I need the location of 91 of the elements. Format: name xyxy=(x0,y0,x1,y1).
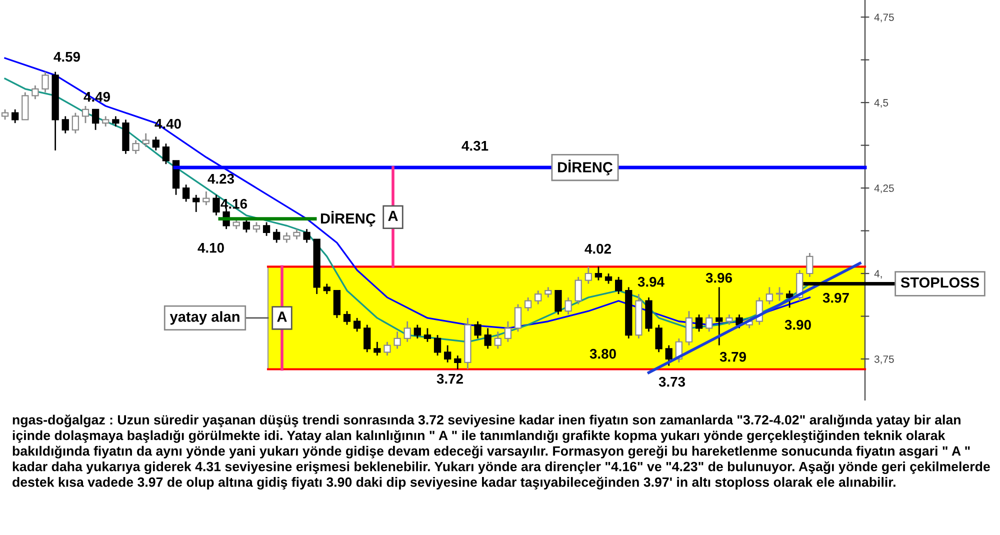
annotation: 3.80 xyxy=(590,348,616,359)
candlestick xyxy=(655,324,662,353)
ref-line-label: DİRENÇ xyxy=(320,211,376,227)
candlestick xyxy=(242,218,250,234)
candlestick xyxy=(414,324,421,340)
candlestick xyxy=(152,136,160,152)
candlestick xyxy=(665,344,672,367)
candlestick xyxy=(484,328,492,350)
annotation: 3.73 xyxy=(658,376,686,387)
candlestick xyxy=(474,320,482,340)
candlestick xyxy=(584,266,592,284)
candlestick xyxy=(22,92,29,120)
candlestick xyxy=(182,184,190,202)
candlestick xyxy=(776,286,784,302)
annotation: 4.23 xyxy=(208,174,234,184)
candlestick xyxy=(293,228,300,240)
annotation: 4.10 xyxy=(198,242,224,253)
candlestick xyxy=(424,328,432,343)
candlestick xyxy=(343,310,351,326)
candlestick xyxy=(374,341,381,356)
candlestick xyxy=(112,116,120,128)
candlestick xyxy=(504,320,512,343)
band-label: yatay alan xyxy=(170,311,240,325)
ref-line-label: STOPLOSS xyxy=(900,277,980,288)
candlestick xyxy=(514,304,522,332)
candlestick xyxy=(1,108,9,120)
candlestick xyxy=(564,296,572,316)
text: ngas-doğalgaz : Uzun süredir yaşanan düşüş trendi sonrasında 3.72 seviyesine kadar inen fiyatın son zamanlarda "3.72-4.02" aralığında yatay bir alan içinde dolaşmaya başladığı görülmekte idi. Yatay alan kalınlığının " A " ile tanımlandığı grafikte kopma yukarı yönde gerçekleştiğinden teknik olarak bakıldığında fiyatın da aynı yönde yani yukarı yönde gidişe devam edeceği varsayılır. Formasyon gereği bu hareketlenme sonucunda fiyatın asgari " A " kadar daha yukarıya giderek 4.31 seviyesine erişmesi beklenebilir. Yukarı yönde ara dirençler "4.16" ve "4.23" de bulunuyor. Aşağı yönde geri çekilmelerde destek kısa vadede 3.97 de olup altına gidiş fiyatı 3.90 daki dip seviyesine kadar taşıyabileceğinden 3.97' in altı stoploss olarak ele alınabilir. xyxy=(12,414,990,490)
annotation: A xyxy=(388,210,398,221)
candlestick xyxy=(42,71,49,94)
candlestick xyxy=(685,310,693,346)
candlestick xyxy=(323,283,330,295)
annotation: 3.94 xyxy=(638,276,664,287)
annotation: 3.72 xyxy=(436,374,463,384)
ref-line-label: DİRENÇ xyxy=(558,160,613,176)
candlestick xyxy=(12,108,19,124)
candlestick xyxy=(62,116,69,134)
y-tick-label: 4,25 xyxy=(874,184,894,194)
y-tick-label: 3,75 xyxy=(874,355,894,364)
candlestick xyxy=(574,276,582,305)
annotation: 3.90 xyxy=(784,320,811,330)
candlestick xyxy=(726,314,733,326)
candlestick xyxy=(454,354,462,370)
annotation: 4.31 xyxy=(462,140,488,151)
candlestick xyxy=(604,272,612,284)
candlestick xyxy=(806,252,814,278)
candlestick xyxy=(695,314,703,332)
candlestick xyxy=(353,317,361,332)
candlestick xyxy=(102,116,110,128)
candlestick xyxy=(544,286,552,298)
y-tick-label: 4,5 xyxy=(874,99,888,108)
y-tick-label: 4, xyxy=(874,270,882,279)
candlestick xyxy=(494,330,502,350)
candlestick xyxy=(72,112,80,134)
candlestick xyxy=(162,142,170,165)
candlestick xyxy=(252,222,260,234)
candlestick xyxy=(283,232,290,244)
candlestick xyxy=(82,105,90,124)
candlestick xyxy=(333,290,341,319)
candlestick xyxy=(766,286,774,305)
candlestick xyxy=(384,341,391,356)
annotation: 4.02 xyxy=(584,244,611,254)
candlestick xyxy=(786,290,794,308)
candlestick xyxy=(394,330,401,350)
annotation: A xyxy=(277,312,287,322)
candlestick xyxy=(142,132,150,148)
candlestick xyxy=(534,290,542,305)
candlestick xyxy=(273,228,280,244)
annotation: 3.97 xyxy=(822,292,849,303)
candlestick xyxy=(32,84,39,100)
candlestick xyxy=(594,266,602,282)
y-tick-label: 4,75 xyxy=(874,14,894,22)
candlestick xyxy=(192,194,200,213)
candlestick xyxy=(706,314,713,332)
candlestick xyxy=(554,290,562,316)
candlestick xyxy=(615,276,622,295)
candlestick xyxy=(303,228,310,244)
annotation: 4.59 xyxy=(54,52,80,62)
candlestick xyxy=(262,222,270,237)
candlestick xyxy=(132,139,140,155)
candlestick xyxy=(524,296,532,312)
candlestick xyxy=(434,334,442,356)
annotation: 3.96 xyxy=(706,272,732,283)
candlestick xyxy=(364,324,371,353)
candlestick xyxy=(444,344,452,364)
candlestick xyxy=(202,190,210,206)
candlestick xyxy=(404,320,411,343)
annotation: 3.79 xyxy=(720,352,746,362)
candlestick xyxy=(212,194,220,216)
candlestick xyxy=(92,108,100,131)
candlestick xyxy=(716,286,723,346)
